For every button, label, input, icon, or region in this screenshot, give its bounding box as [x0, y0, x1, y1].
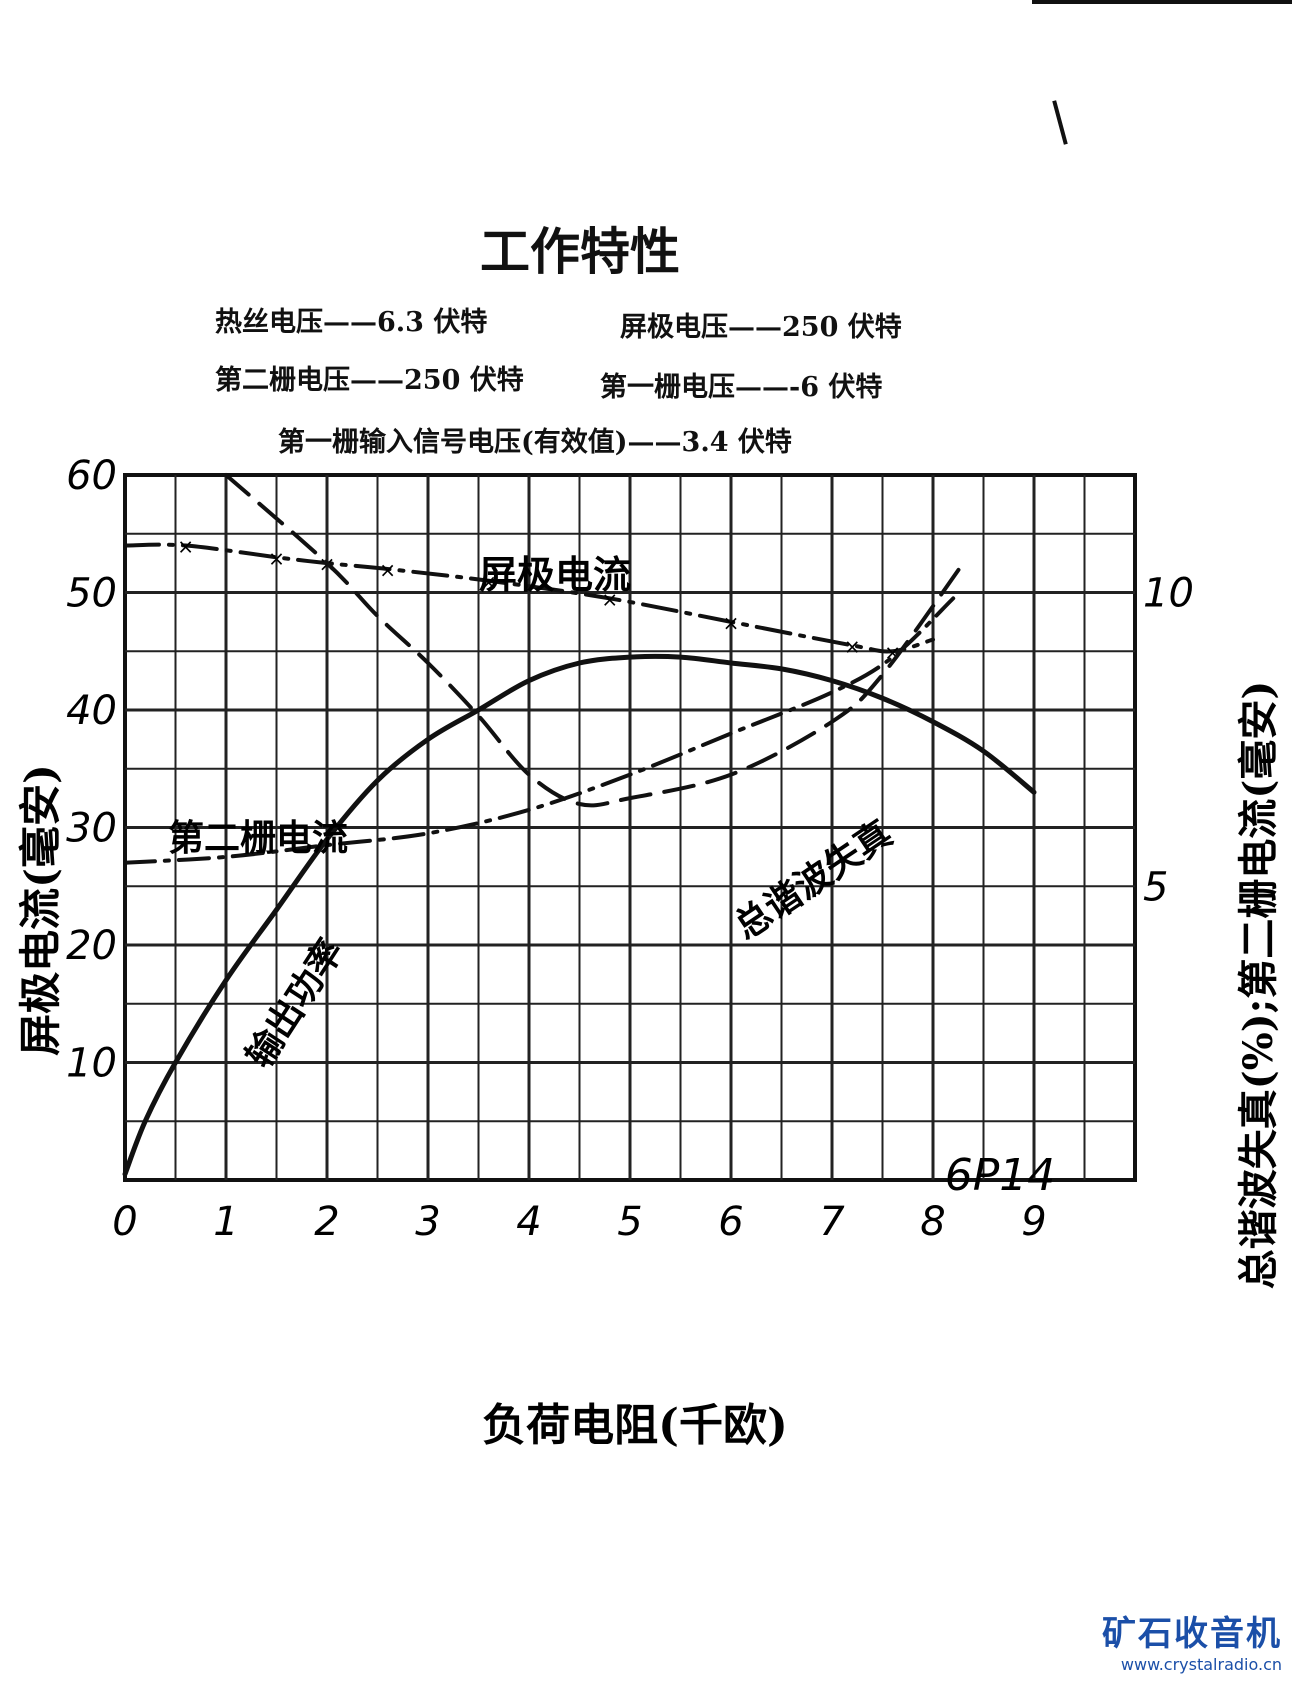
- x-tick-label: 3: [415, 1199, 440, 1245]
- data-point-marker: ×: [601, 587, 618, 611]
- y-right-tick-label: 5: [1143, 864, 1168, 910]
- y-axis-label-right: 总谐波失真(%);第二栅电流(毫安): [1235, 681, 1282, 1289]
- series-line-plate-current: [123, 542, 935, 654]
- series-line-output-power: [122, 653, 1037, 1177]
- x-tick-label: 4: [516, 1199, 541, 1245]
- x-tick-label: 2: [314, 1199, 339, 1245]
- condition-grid-voltage: 第一栅电压——-6 伏特: [600, 372, 883, 403]
- y-left-tick-label: 40: [66, 688, 117, 734]
- y-left-tick-label: 10: [66, 1041, 117, 1087]
- data-point-marker: ×: [379, 558, 396, 582]
- y-left-tick-label: 30: [66, 806, 117, 852]
- watermark-name: 矿石收音机: [1102, 1614, 1282, 1654]
- condition-heater-voltage: 热丝电压——6.3 伏特: [215, 307, 488, 338]
- scan-edge-mark: [1032, 0, 1292, 4]
- model-label: 6P14: [945, 1150, 1056, 1201]
- x-tick-label: 1: [213, 1199, 238, 1245]
- annotation-total-harmonic-distortion: 总谐波失真: [727, 812, 900, 947]
- condition-input-signal: 第一栅输入信号电压(有效值)——3.4 伏特: [278, 427, 792, 458]
- annotation-plate-current: 屏极电流: [479, 552, 631, 597]
- y-axis-label-left: 屏极电流(毫安): [16, 764, 65, 1056]
- condition-plate-voltage: 屏极电压——250 伏特: [620, 312, 902, 343]
- watermark-url: www.crystalradio.cn: [1120, 1655, 1282, 1674]
- x-axis-label: 负荷电阻(千欧): [482, 1400, 788, 1451]
- x-tick-label: 6: [718, 1199, 743, 1245]
- y-right-tick-label: 10: [1143, 571, 1194, 617]
- data-point-marker: ×: [844, 634, 861, 658]
- series-line-harmonic-distortion: [224, 473, 966, 808]
- data-point-marker: ×: [268, 546, 285, 570]
- x-tick-label: 7: [819, 1199, 845, 1245]
- x-tick-label: 9: [1021, 1199, 1046, 1245]
- data-point-marker: ×: [480, 570, 497, 594]
- x-tick-label: 0: [112, 1199, 137, 1245]
- data-point-marker: ×: [723, 611, 740, 635]
- x-tick-label: 8: [920, 1199, 945, 1245]
- annotation-screen-current: 第二栅电流: [168, 817, 348, 859]
- tick-labels: 0 1 2 3 4 5 6 7 8 9 10 20 30 40 50 60 5 10: [66, 453, 1194, 1245]
- chart-title: 工作特性: [480, 222, 680, 281]
- series-layer: × × × × ×××× ×: [122, 473, 1037, 1177]
- watermark: 矿石收音机 www.crystalradio.cn: [1102, 1606, 1282, 1674]
- data-point-marker: ×: [177, 535, 194, 559]
- x-tick-label: 5: [617, 1199, 642, 1245]
- condition-screen-voltage: 第二栅电压——250 伏特: [215, 365, 524, 396]
- y-left-tick-label: 50: [66, 571, 117, 617]
- y-left-tick-label: 20: [66, 923, 117, 969]
- y-left-tick-label: 60: [66, 453, 117, 499]
- chart-grid: [123, 473, 1137, 1182]
